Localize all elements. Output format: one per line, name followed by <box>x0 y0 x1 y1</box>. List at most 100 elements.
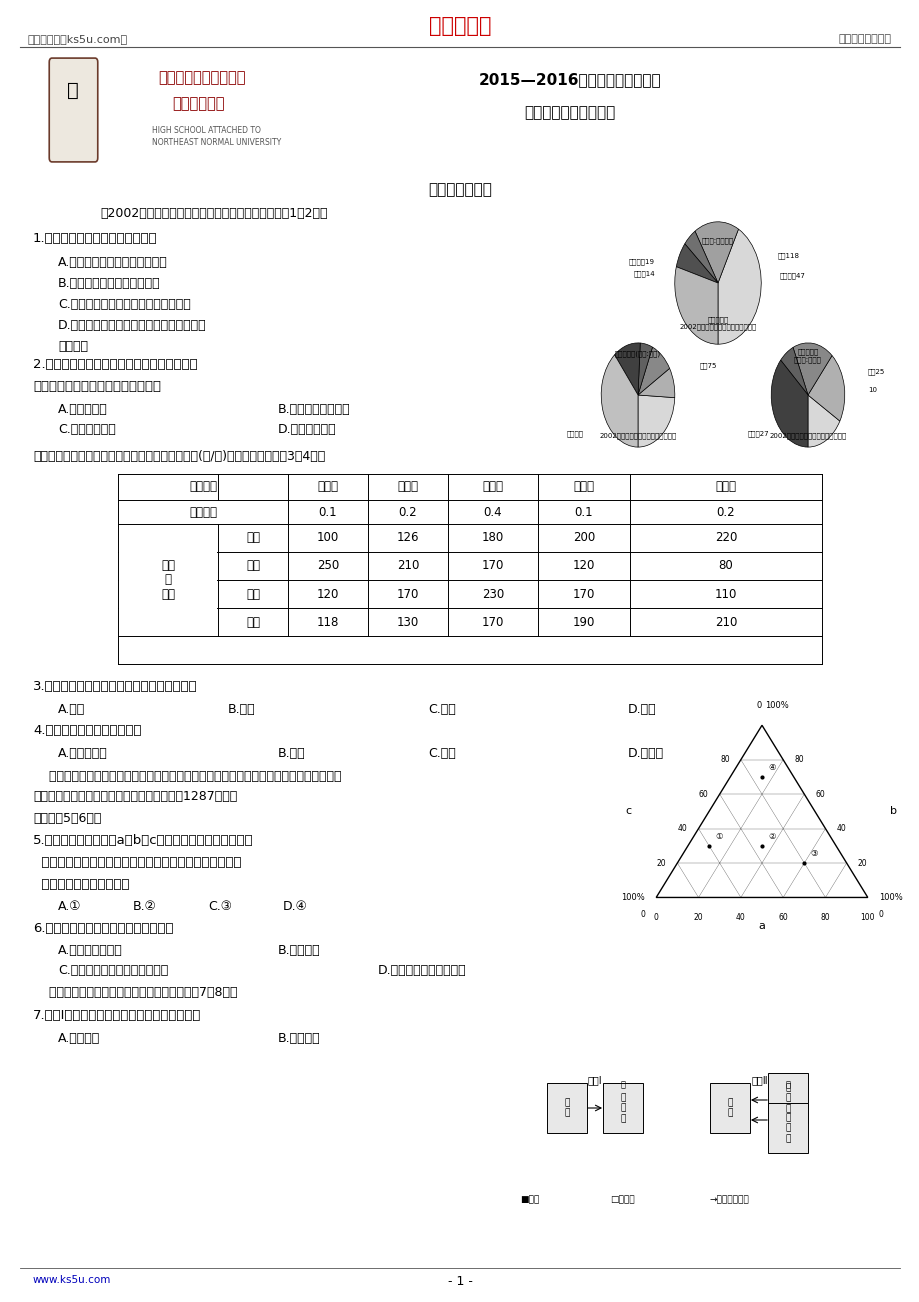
Text: 丙: 丙 <box>785 1079 789 1088</box>
Text: 印度尼西亚: 印度尼西亚 <box>797 348 818 354</box>
Text: 条件严格设计栽培技术，使水稻亩产量提高到1287千克。: 条件严格设计栽培技术，使水稻亩产量提高到1287千克。 <box>33 790 237 803</box>
Text: C.大豆: C.大豆 <box>427 703 455 716</box>
Text: ②: ② <box>767 832 775 841</box>
Text: ④: ④ <box>767 763 775 772</box>
Text: b: b <box>889 806 896 816</box>
Text: 东北师范大学附属中学: 东北师范大学附属中学 <box>158 70 245 85</box>
Text: 100: 100 <box>316 531 339 544</box>
Text: 高考资源网: 高考资源网 <box>428 16 491 36</box>
Text: 斯里兰卡: 斯里兰卡 <box>566 430 583 436</box>
Text: 印度尼西亚(单位:万吨): 印度尼西亚(单位:万吨) <box>614 350 661 357</box>
Text: 0: 0 <box>756 700 761 710</box>
Text: NORTHEAST NORMAL UNIVERSITY: NORTHEAST NORMAL UNIVERSITY <box>152 138 281 147</box>
Text: D.机械化程度高: D.机械化程度高 <box>278 423 336 436</box>
Wedge shape <box>807 395 839 447</box>
Text: 80: 80 <box>720 755 729 764</box>
Text: A.劳动力丰富: A.劳动力丰富 <box>58 404 108 417</box>
Text: 阶段Ⅰ: 阶段Ⅰ <box>587 1075 602 1085</box>
Text: 据此回答5～6题。: 据此回答5～6题。 <box>33 812 101 825</box>
Text: 40: 40 <box>835 824 845 833</box>
Text: 1.有关茶叶生产的叙述，正确的是: 1.有关茶叶生产的叙述，正确的是 <box>33 232 157 245</box>
Text: 🏫: 🏫 <box>67 81 79 99</box>
Text: 100%: 100% <box>878 893 902 902</box>
Text: 170: 170 <box>482 560 504 573</box>
Text: 0: 0 <box>878 910 883 919</box>
Text: 蔬菜: 蔬菜 <box>245 616 260 629</box>
Text: 230: 230 <box>482 587 504 600</box>
Text: 地理限时训练（十三）: 地理限时训练（十三） <box>524 105 615 120</box>
Text: 2002年世界主要产茶国茶叶出口比较: 2002年世界主要产茶国茶叶出口比较 <box>768 432 845 439</box>
Text: B.②: B.② <box>133 900 157 913</box>
Text: 60: 60 <box>777 913 788 922</box>
Text: 0.2: 0.2 <box>716 505 734 518</box>
FancyBboxPatch shape <box>119 547 217 557</box>
Text: A.产量与茶园面积呈正相关关系: A.产量与茶园面积呈正相关关系 <box>58 256 167 270</box>
FancyBboxPatch shape <box>50 59 97 161</box>
Wedge shape <box>807 355 844 421</box>
Text: a: a <box>758 921 765 931</box>
Text: 110: 110 <box>714 587 736 600</box>
Text: 您身边的高考专家: 您身边的高考专家 <box>838 34 891 44</box>
Wedge shape <box>674 267 717 344</box>
Text: 0: 0 <box>640 910 644 919</box>
Text: D.发展大规模机械化生产: D.发展大规模机械化生产 <box>378 963 466 976</box>
Text: 产量高于中国，其共同的区位优势是: 产量高于中国，其共同的区位优势是 <box>33 380 161 393</box>
Text: B.增施化肥: B.增施化肥 <box>278 944 321 957</box>
Text: 代表亚洲水稻种植业的是: 代表亚洲水稻种植业的是 <box>33 878 130 891</box>
Text: C.中国茶叶消费量大于印度茶叶消费量: C.中国茶叶消费量大于印度茶叶消费量 <box>58 298 190 311</box>
Wedge shape <box>684 232 717 283</box>
Text: 极湿年: 极湿年 <box>715 480 736 493</box>
Text: 170: 170 <box>482 616 504 629</box>
Text: 丘陵地区: 丘陵地区 <box>58 340 88 353</box>
Wedge shape <box>770 361 807 447</box>
Text: HIGH SCHOOL ATTACHED TO: HIGH SCHOOL ATTACHED TO <box>152 126 261 135</box>
FancyBboxPatch shape <box>119 603 217 613</box>
Text: 大豆: 大豆 <box>245 587 260 600</box>
Text: 10: 10 <box>867 387 876 393</box>
FancyBboxPatch shape <box>767 1103 807 1154</box>
Text: www.ks5u.com: www.ks5u.com <box>33 1275 111 1285</box>
FancyBboxPatch shape <box>603 1082 642 1134</box>
Text: 极旱年: 极旱年 <box>317 480 338 493</box>
FancyBboxPatch shape <box>709 1082 749 1134</box>
Text: 80: 80 <box>793 755 803 764</box>
Text: B.小麦: B.小麦 <box>228 703 255 716</box>
Text: D.以色列: D.以色列 <box>628 747 664 760</box>
Text: 80: 80 <box>820 913 829 922</box>
Text: □产基地: □产基地 <box>609 1195 634 1204</box>
Text: 0.4: 0.4 <box>483 505 502 518</box>
Wedge shape <box>717 229 760 344</box>
Text: →牛奶运输方向: →牛奶运输方向 <box>709 1195 749 1204</box>
Text: （单位:万吨）: （单位:万吨） <box>793 355 821 363</box>
Text: 中国118: 中国118 <box>777 253 800 259</box>
Text: 170: 170 <box>396 587 419 600</box>
Text: 5.读三角坐标图，如果a、b、c分别表示农业生产社会经济: 5.读三角坐标图，如果a、b、c分别表示农业生产社会经济 <box>33 835 254 848</box>
Text: 0.1: 0.1 <box>318 505 337 518</box>
Wedge shape <box>792 342 831 395</box>
Text: C.加大科技投入，提高单位产量: C.加大科技投入，提高单位产量 <box>58 963 168 976</box>
Text: 2002年世界主要产茶国茶叶产量比较: 2002年世界主要产茶国茶叶产量比较 <box>598 432 675 439</box>
Text: 210: 210 <box>396 560 419 573</box>
Text: 城
市: 城 市 <box>563 1099 569 1117</box>
Text: 印度尼西亚: 印度尼西亚 <box>707 316 728 323</box>
Text: 干旱年: 干旱年 <box>397 480 418 493</box>
Text: 农作: 农作 <box>161 560 175 573</box>
Text: B.中国: B.中国 <box>278 747 305 760</box>
Text: 0.1: 0.1 <box>574 505 593 518</box>
Text: 产
基
地: 产 基 地 <box>619 1094 625 1122</box>
Text: 物: 物 <box>165 573 171 586</box>
Text: 100%: 100% <box>764 700 788 710</box>
Text: 20: 20 <box>857 858 867 867</box>
Text: - 1 -: - 1 - <box>447 1275 472 1288</box>
Text: 2015—2016学年上学期高三年级: 2015—2016学年上学期高三年级 <box>478 72 661 87</box>
Text: 120: 120 <box>316 587 339 600</box>
Text: B.纬度低，采茶期长: B.纬度低，采茶期长 <box>278 404 350 417</box>
Wedge shape <box>637 342 652 395</box>
Text: 0.2: 0.2 <box>398 505 417 518</box>
Text: 水稻: 水稻 <box>245 531 260 544</box>
Text: 20: 20 <box>656 858 665 867</box>
Text: C.③: C.③ <box>208 900 232 913</box>
Wedge shape <box>600 355 637 447</box>
Text: 肯尼亚14: 肯尼亚14 <box>632 270 654 276</box>
Text: A.水稻: A.水稻 <box>58 703 85 716</box>
